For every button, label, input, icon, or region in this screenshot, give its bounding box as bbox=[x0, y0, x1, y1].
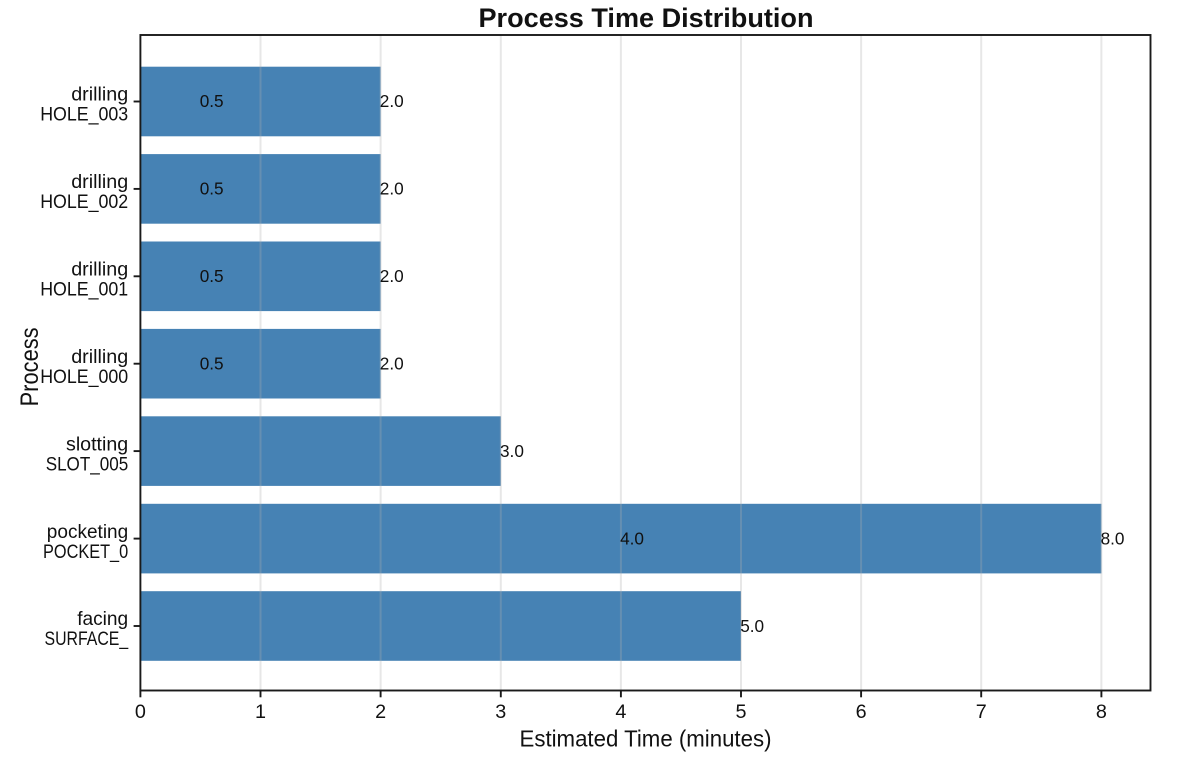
svg-text:5: 5 bbox=[735, 701, 746, 723]
svg-text:6: 6 bbox=[856, 701, 867, 723]
svg-text:2: 2 bbox=[375, 701, 386, 723]
svg-text:8: 8 bbox=[1096, 701, 1107, 723]
svg-text:2.0: 2.0 bbox=[380, 91, 404, 111]
svg-text:3.0: 3.0 bbox=[500, 441, 524, 461]
svg-text:0.5: 0.5 bbox=[200, 179, 224, 199]
svg-text:0.5: 0.5 bbox=[200, 354, 224, 374]
svg-text:0: 0 bbox=[135, 701, 146, 723]
svg-text:drilling: drilling bbox=[71, 259, 128, 281]
svg-text:4.0: 4.0 bbox=[620, 528, 644, 548]
svg-text:HOLE_002: HOLE_002 bbox=[40, 191, 128, 213]
svg-text:7: 7 bbox=[976, 701, 987, 723]
svg-text:HOLE_000: HOLE_000 bbox=[40, 366, 128, 388]
svg-text:1: 1 bbox=[255, 701, 266, 723]
svg-text:drilling: drilling bbox=[71, 84, 128, 106]
svg-text:slotting: slotting bbox=[66, 433, 128, 455]
svg-text:HOLE_003: HOLE_003 bbox=[40, 104, 128, 126]
svg-text:8.0: 8.0 bbox=[1101, 528, 1125, 548]
svg-text:SLOT_005: SLOT_005 bbox=[46, 453, 129, 475]
svg-text:0.5: 0.5 bbox=[200, 266, 224, 286]
svg-text:pocketing: pocketing bbox=[47, 521, 128, 543]
svg-text:0.5: 0.5 bbox=[200, 91, 224, 111]
svg-text:HOLE_001: HOLE_001 bbox=[40, 279, 128, 301]
svg-text:drilling: drilling bbox=[71, 346, 128, 368]
svg-text:facing: facing bbox=[77, 608, 128, 630]
svg-text:5.0: 5.0 bbox=[740, 616, 764, 636]
svg-text:3: 3 bbox=[495, 701, 506, 723]
svg-text:2.0: 2.0 bbox=[380, 354, 404, 374]
svg-text:2.0: 2.0 bbox=[380, 266, 404, 286]
svg-text:2.0: 2.0 bbox=[380, 179, 404, 199]
svg-text:4: 4 bbox=[615, 701, 626, 723]
svg-text:Process Time Distribution: Process Time Distribution bbox=[479, 2, 814, 33]
svg-text:SURFACE_: SURFACE_ bbox=[45, 628, 129, 650]
svg-text:Estimated Time (minutes): Estimated Time (minutes) bbox=[520, 725, 772, 751]
svg-text:Process: Process bbox=[17, 327, 44, 406]
svg-text:POCKET_0: POCKET_0 bbox=[43, 541, 128, 563]
svg-text:drilling: drilling bbox=[71, 171, 128, 193]
